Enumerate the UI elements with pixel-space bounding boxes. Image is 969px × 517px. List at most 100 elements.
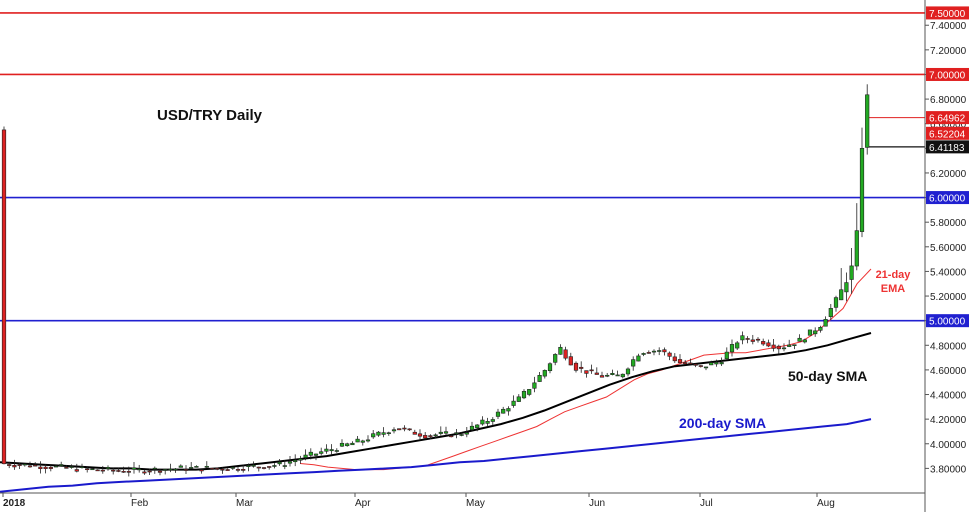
candle-down <box>48 466 53 469</box>
candle-up <box>59 464 64 466</box>
candle-down <box>579 366 584 369</box>
candle-up <box>532 382 537 389</box>
candle-up <box>839 289 844 301</box>
sma200-annotation: 200-day SMA <box>679 415 766 431</box>
sma50-annotation: 50-day SMA <box>788 368 867 384</box>
candle-up <box>553 354 558 363</box>
candle-up <box>386 432 391 435</box>
candle-up <box>651 350 657 353</box>
x-tick-label: Apr <box>355 498 371 509</box>
candle-up <box>823 319 828 327</box>
candle-up <box>433 434 438 437</box>
candle-up <box>355 438 360 443</box>
candle-up <box>641 353 646 355</box>
candle-up <box>511 400 516 406</box>
candle-up <box>251 465 256 467</box>
y-tick-label: 4.40000 <box>930 391 967 402</box>
candle-up <box>631 359 636 367</box>
y-tick-label: 7.40000 <box>930 21 967 32</box>
candle-up <box>90 468 95 471</box>
price-marker-box <box>926 126 969 140</box>
candle-up <box>293 459 298 463</box>
y-tick-label: 4.60000 <box>930 366 967 377</box>
candle-up <box>469 425 475 430</box>
candle-up <box>854 230 859 267</box>
candle-down <box>38 466 43 470</box>
x-tick-label: 2018 <box>3 498 26 509</box>
candle-up <box>459 434 464 436</box>
candle-up <box>787 344 792 347</box>
x-tick-label: Jun <box>589 498 605 509</box>
candle-up <box>781 347 787 350</box>
ema-annotation: EMA <box>881 283 906 295</box>
candle-up <box>506 408 511 412</box>
candle-down <box>672 356 677 362</box>
candle-up <box>480 419 485 425</box>
candle-down <box>74 469 79 472</box>
candle-up <box>818 327 823 331</box>
candle-down <box>64 467 69 469</box>
candle-down <box>1 129 7 465</box>
candle-down <box>43 466 48 469</box>
candle-up <box>376 431 381 436</box>
candle-down <box>241 469 246 471</box>
y-tick-label: 5.60000 <box>930 243 967 254</box>
candle-up <box>308 451 313 456</box>
candle-up <box>360 440 365 443</box>
y-tick-label: 6.20000 <box>930 169 967 180</box>
candle-down <box>126 471 131 473</box>
price-marker-label: 6.64962 <box>929 114 966 125</box>
candle-up <box>272 465 277 467</box>
candle-up <box>703 366 709 369</box>
candle-up <box>131 467 137 470</box>
candle-up <box>490 419 495 422</box>
candle-up <box>813 330 818 335</box>
candle-up <box>443 431 449 434</box>
candle-down <box>33 464 38 467</box>
y-tick-label: 4.20000 <box>930 415 967 426</box>
candle-down <box>7 464 12 466</box>
candle-up <box>527 389 532 395</box>
candle-up <box>802 339 807 343</box>
candle-down <box>646 352 651 354</box>
y-tick-label: 4.80000 <box>930 341 967 352</box>
candle-down <box>256 466 261 469</box>
candle-up <box>371 433 376 438</box>
candle-up <box>319 451 324 454</box>
candle-down <box>755 338 761 341</box>
candle-down <box>573 362 579 371</box>
candle-down <box>261 467 267 469</box>
candle-up <box>807 329 813 336</box>
candle-up <box>792 344 797 346</box>
candle-down <box>771 344 776 349</box>
level-label: 6.00000 <box>929 194 966 205</box>
candle-up <box>625 368 631 375</box>
candle-down <box>402 427 407 430</box>
candle-up <box>194 466 199 468</box>
candle-up <box>495 411 501 417</box>
candle-down <box>750 339 755 342</box>
candle-up <box>542 370 547 377</box>
candle-up <box>797 337 802 342</box>
candle-down <box>142 471 147 474</box>
price-marker-label: 6.41183 <box>929 143 965 154</box>
price-marker-label: 6.52204 <box>929 129 966 140</box>
candle-down <box>417 433 423 437</box>
candle-down <box>688 362 693 365</box>
sma-200-line <box>0 418 872 493</box>
candle-up <box>53 465 59 468</box>
x-tick-label: Jul <box>700 498 713 509</box>
level-label: 7.50000 <box>929 9 966 20</box>
price-marker-box <box>926 111 969 125</box>
level-box <box>926 6 969 20</box>
y-tick-label: 5.80000 <box>930 218 967 229</box>
candle-up <box>313 453 319 456</box>
candle-down <box>147 470 152 473</box>
candle-down <box>412 431 417 435</box>
candle-down <box>95 469 100 472</box>
candle-up <box>501 408 506 414</box>
candle-up <box>833 297 839 308</box>
candle-up <box>636 355 641 362</box>
candle-up <box>282 465 287 467</box>
